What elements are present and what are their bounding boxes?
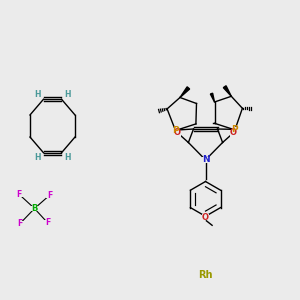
Bar [174, 131, 181, 136]
Bar [232, 128, 238, 132]
Text: F: F [16, 190, 22, 199]
Text: P: P [172, 126, 179, 135]
Text: P: P [232, 125, 238, 134]
Text: H: H [64, 153, 71, 162]
Text: F: F [17, 219, 23, 228]
Bar [46, 193, 53, 198]
Text: H: H [34, 153, 41, 162]
Text: F: F [47, 191, 52, 200]
Text: F: F [45, 218, 50, 227]
Text: H: H [34, 90, 41, 99]
Text: Rh: Rh [198, 269, 213, 280]
Polygon shape [223, 86, 231, 96]
Bar [15, 191, 23, 197]
Text: O: O [230, 128, 237, 137]
Bar [202, 157, 209, 163]
Bar [172, 128, 179, 133]
Text: H: H [64, 90, 71, 99]
Bar [230, 131, 237, 136]
Text: O: O [202, 213, 209, 222]
Text: N: N [202, 155, 209, 164]
Polygon shape [180, 87, 190, 98]
Text: O: O [174, 128, 181, 137]
Text: B: B [31, 204, 38, 213]
Polygon shape [210, 93, 214, 102]
Bar [31, 206, 38, 211]
Bar [16, 221, 24, 226]
Bar [44, 220, 52, 226]
Bar [202, 214, 209, 220]
